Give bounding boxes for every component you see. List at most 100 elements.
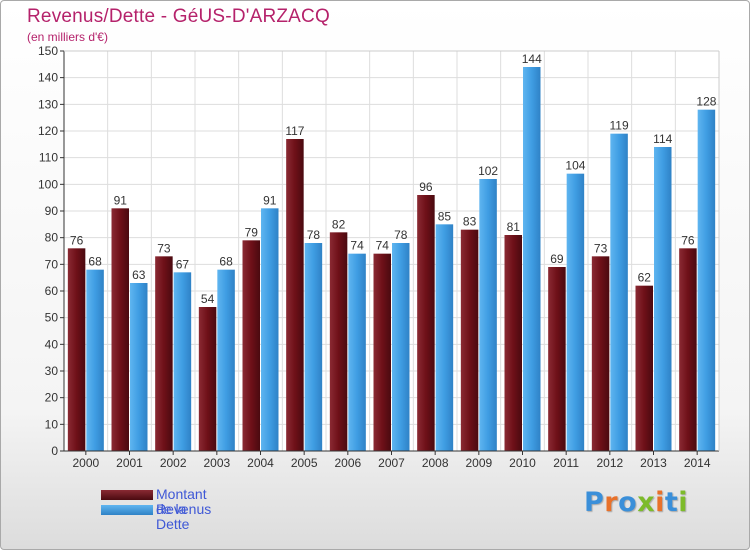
data-label-revenus: 104 (565, 159, 585, 173)
bar-revenus (435, 224, 454, 451)
y-tick-label: 60 (45, 284, 59, 298)
bar-dette (67, 248, 86, 451)
y-tick-label: 20 (45, 391, 59, 405)
bar-dette (329, 232, 348, 451)
y-tick-label: 50 (45, 311, 59, 325)
bar-revenus (654, 147, 672, 451)
data-label-revenus: 78 (394, 228, 408, 242)
grid-lines (64, 50, 719, 452)
logo-letter: r (604, 487, 619, 518)
bar-dette (286, 139, 304, 451)
y-tick-label: 120 (38, 124, 58, 138)
proxiti-logo: Proxiti (584, 487, 688, 518)
x-tick-label: 2007 (378, 456, 405, 470)
y-tick-label: 30 (45, 364, 59, 378)
axes: 0 10 20 30 40 50 60 70 80 90 100 110 120 130 140 150 200… (38, 44, 720, 470)
bar-dette (635, 285, 653, 451)
chart-title: Revenus/Dette - GéUS-D'ARZACQ (27, 6, 330, 27)
bar-revenus (173, 272, 192, 451)
data-label-dette: 76 (70, 233, 84, 247)
logo-letter: i (655, 487, 665, 518)
bar-dette (591, 256, 610, 451)
bars: 76 68 91 63 73 67 54 68 79 91 117 78 82 74 74 78 96 85 83 1… (67, 52, 717, 452)
x-tick-label: 2011 (553, 456, 579, 470)
data-label-dette: 79 (245, 225, 259, 239)
bar-revenus (261, 208, 279, 451)
bar-dette (155, 256, 173, 451)
x-tick-label: 2013 (640, 456, 667, 470)
data-label-revenus: 119 (610, 119, 629, 133)
y-tick-label: 110 (39, 151, 58, 165)
bar-revenus (566, 173, 585, 451)
x-tick-label: 2003 (203, 456, 230, 470)
y-tick-label: 140 (38, 71, 58, 85)
bar-revenus (304, 243, 323, 451)
data-label-dette: 96 (419, 180, 433, 194)
data-label-dette: 69 (550, 252, 564, 266)
data-label-revenus: 67 (176, 257, 190, 271)
data-label-revenus: 74 (350, 239, 364, 253)
bar-dette (548, 267, 566, 451)
x-tick-label: 2004 (247, 456, 274, 470)
bar-dette (242, 240, 260, 451)
data-label-dette: 83 (463, 215, 477, 229)
y-tick-label: 0 (51, 444, 58, 458)
bar-revenus (217, 269, 235, 451)
x-tick-label: 2001 (116, 456, 143, 470)
bar-dette (679, 248, 697, 451)
bar-dette (373, 253, 391, 451)
data-label-revenus: 128 (696, 95, 716, 109)
bar-dette (504, 235, 522, 451)
data-label-dette: 54 (201, 292, 215, 306)
logo-letter: P (584, 487, 605, 518)
bar-revenus (479, 179, 497, 451)
x-tick-label: 2014 (684, 456, 711, 470)
chart-subtitle: (en milliers d'€) (27, 30, 108, 44)
y-tick-label: 10 (45, 417, 59, 431)
data-label-revenus: 78 (307, 228, 321, 242)
data-label-dette: 62 (638, 271, 652, 285)
data-label-dette: 91 (114, 193, 128, 207)
data-label-dette: 74 (376, 239, 390, 253)
data-label-dette: 76 (681, 233, 695, 247)
data-label-revenus: 91 (263, 193, 277, 207)
y-tick-label: 40 (45, 337, 59, 351)
y-tick-label: 90 (45, 204, 59, 218)
y-tick-label: 100 (38, 177, 58, 191)
y-tick-label: 150 (38, 44, 58, 58)
bar-dette (198, 307, 217, 451)
y-tick-label: 80 (45, 231, 59, 245)
x-tick-label: 2010 (509, 456, 536, 470)
data-label-dette: 73 (157, 241, 171, 255)
bar-revenus (130, 283, 148, 451)
logo-letter: x (637, 487, 656, 518)
x-tick-label: 2002 (160, 456, 187, 470)
y-tick-label: 130 (38, 97, 58, 111)
legend-label-revenus: Revenus (156, 501, 212, 517)
bar-dette (460, 229, 479, 451)
data-label-revenus: 114 (653, 132, 672, 146)
logo-letter: o (618, 487, 638, 518)
data-label-revenus: 144 (522, 52, 542, 66)
bar-revenus (523, 67, 541, 451)
legend-swatch-dette (101, 490, 153, 500)
data-label-revenus: 85 (438, 209, 452, 223)
x-tick-label: 2008 (422, 456, 449, 470)
bar-revenus (610, 133, 628, 451)
bar-revenus (348, 253, 366, 451)
data-label-dette: 73 (594, 241, 608, 255)
legend-label-dette: Montant de la Dette (156, 486, 207, 532)
data-label-revenus: 68 (88, 255, 102, 269)
legend-swatch-revenus (101, 505, 153, 515)
logo-letter: t (664, 487, 679, 518)
x-tick-label: 2000 (72, 456, 99, 470)
x-tick-label: 2009 (465, 456, 492, 470)
x-tick-label: 2012 (596, 456, 623, 470)
x-tick-label: 2006 (334, 456, 361, 470)
x-tick-label: 2005 (291, 456, 318, 470)
bar-revenus (392, 243, 410, 451)
data-label-dette: 81 (507, 220, 521, 234)
data-label-revenus: 102 (478, 164, 498, 178)
